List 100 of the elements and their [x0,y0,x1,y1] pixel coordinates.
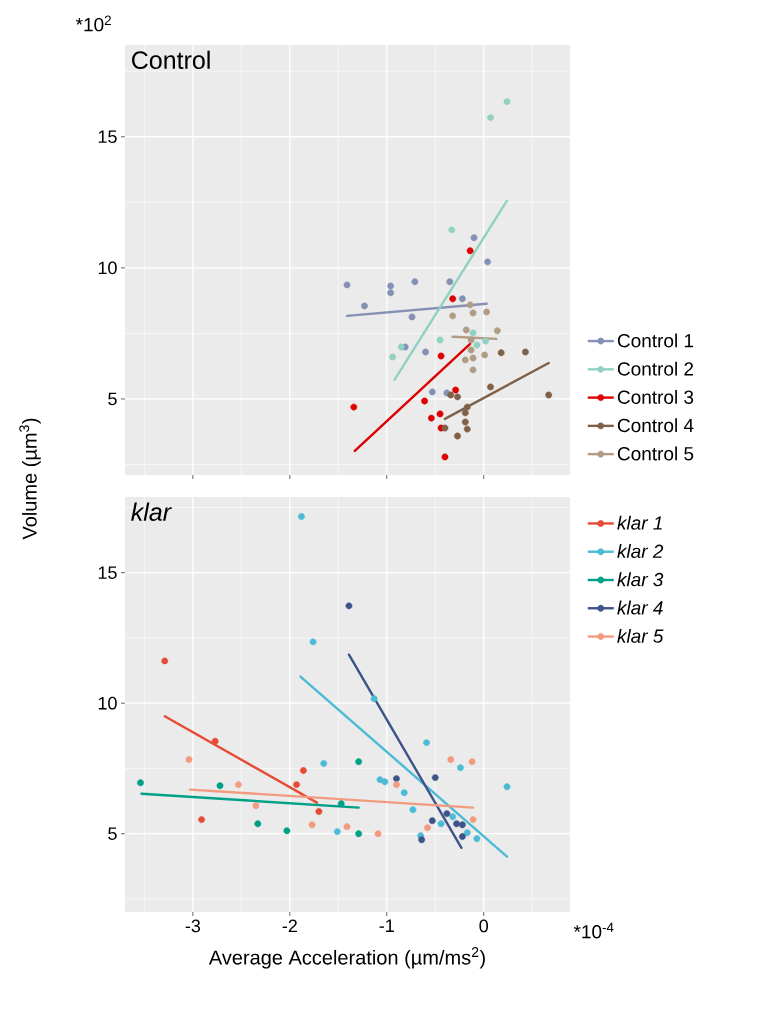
legend-label: klar 3 [617,572,664,587]
point [235,781,242,789]
point [333,828,341,835]
point [374,830,382,838]
point [461,409,469,417]
point [211,737,219,745]
point [458,833,466,840]
legend-label: Control 3 [617,389,694,404]
point [461,418,469,426]
point [469,329,477,337]
x-axis-title: Average Acceleration (µm/ms$^{2}$) [208,947,485,969]
legend-label: klar 4 [617,600,663,615]
point [469,366,477,374]
point [298,513,305,520]
x-tick-label: -1 [379,919,394,932]
point [427,414,435,422]
point [421,397,428,405]
point [198,816,205,823]
point [452,386,459,394]
legend-label: klar 5 [617,628,664,643]
point [468,758,476,766]
point [458,295,466,303]
point [454,393,461,401]
point [447,756,455,763]
point [487,114,494,122]
point [503,98,511,106]
point [418,836,426,844]
point [467,346,475,354]
point [400,789,408,797]
point [293,781,300,789]
point [397,343,405,351]
x-tick-label: -3 [185,919,201,933]
point [299,767,307,774]
point [447,391,455,399]
point [355,830,363,838]
point [422,348,429,356]
point [457,764,464,772]
y-tick-label: 5 [108,392,117,406]
point [381,778,389,786]
y-axis-title: Volume (µm$^{3}$) [19,418,41,540]
x-tick-label: -2 [282,919,297,933]
point [361,302,368,310]
point [252,802,260,810]
point [441,453,449,461]
point [458,821,466,829]
point [428,817,436,825]
y-tick-label: 15 [98,566,117,579]
point [449,813,457,821]
legend-label: klar 1 [617,515,662,530]
point [466,301,474,309]
point [463,425,471,433]
point [343,281,351,289]
x-tick-label: 0 [479,919,489,933]
point [463,403,471,411]
point [469,816,477,823]
point [503,783,511,791]
point [449,295,457,303]
point [137,779,144,787]
point [436,336,444,344]
point [216,782,224,790]
point [355,758,363,766]
point [436,410,444,418]
point [446,278,454,286]
point [308,821,316,829]
point [343,823,351,831]
legend-label: Control 5 [617,446,694,461]
point [483,308,491,316]
y-tick-label: 5 [108,827,117,840]
point [466,247,474,255]
point [370,695,378,703]
legend-label: Control 4 [617,418,694,433]
point [493,327,501,335]
legend-label: Control 1 [617,333,694,348]
point [443,810,451,817]
chart-title: Control [132,50,210,70]
point [487,383,494,391]
point [387,282,395,290]
point [254,820,262,828]
point [522,348,529,356]
point [320,760,328,767]
point [441,424,449,432]
point [408,313,416,321]
point [497,349,505,357]
point [428,388,436,396]
point [467,336,475,344]
point [463,829,471,837]
point [437,352,445,360]
point [481,351,489,359]
point [424,824,431,832]
point [461,356,469,364]
point [161,657,169,665]
point [473,835,481,843]
point [470,234,478,242]
point [545,391,553,399]
point [350,403,358,411]
point [469,309,477,317]
point [411,278,419,286]
legend-label: Control 2 [617,361,694,376]
point [409,806,417,814]
legend-label: klar 2 [617,544,664,559]
